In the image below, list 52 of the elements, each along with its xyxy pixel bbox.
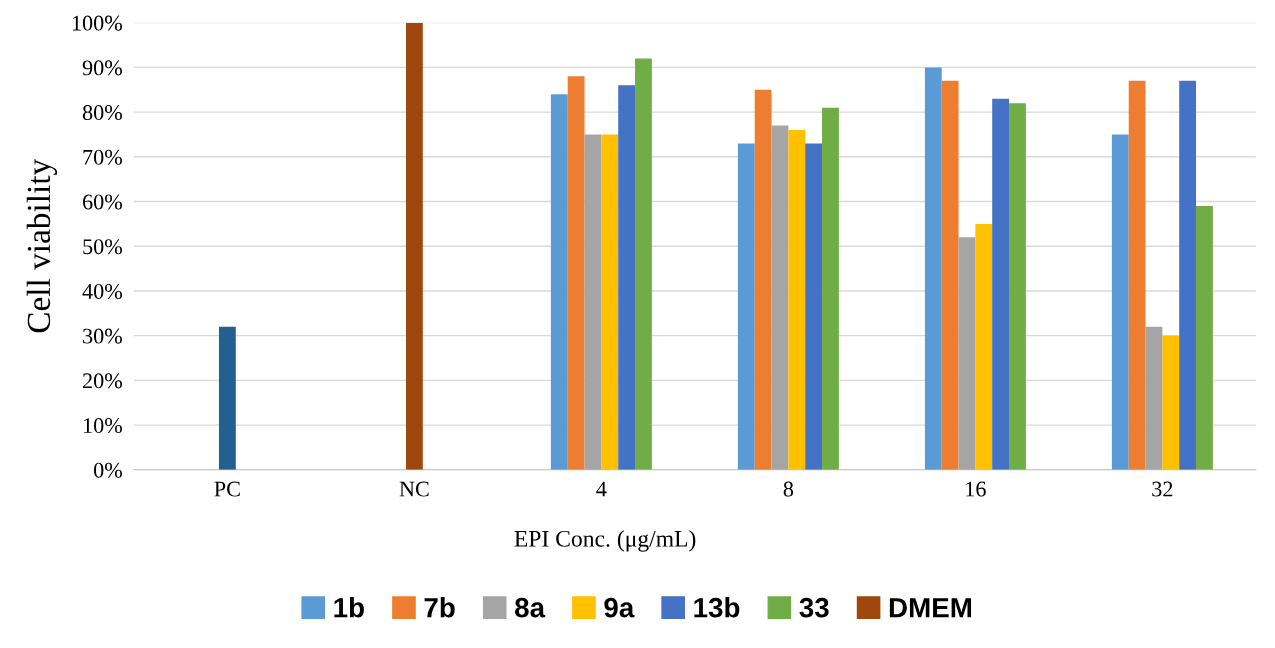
- x-tick-label: 32: [1152, 481, 1173, 497]
- x-tick-label: 4: [596, 481, 607, 497]
- x-axis-title: EPI Conc. (μg/mL): [514, 530, 696, 552]
- bar: [1111, 134, 1129, 470]
- bar: [822, 107, 839, 470]
- legend-label: 9a: [604, 597, 635, 618]
- bar: [567, 76, 585, 470]
- bar: [1162, 335, 1180, 470]
- y-tick-label: 0%: [93, 462, 123, 478]
- x-tick-label: 16: [966, 481, 986, 497]
- bar: [754, 89, 772, 470]
- bar: [618, 85, 636, 470]
- bar: [941, 80, 959, 470]
- y-tick-label: 100%: [72, 15, 123, 31]
- legend-label: 7b: [424, 597, 455, 618]
- y-tick-label: 70%: [83, 149, 123, 165]
- bar: [405, 22, 423, 470]
- bar: [805, 143, 823, 470]
- y-tick-label: 40%: [82, 283, 123, 299]
- y-tick-label: 90%: [82, 60, 123, 76]
- bar: [958, 237, 976, 470]
- bar: [924, 67, 942, 470]
- bar: [737, 143, 755, 470]
- legend-label: 1b: [334, 597, 364, 618]
- x-tick-label: PC: [214, 481, 240, 497]
- bar: [788, 129, 806, 470]
- y-tick-label: 60%: [82, 194, 123, 210]
- bar: [1128, 80, 1146, 470]
- bar: [601, 134, 619, 470]
- y-tick-label: 50%: [83, 239, 123, 255]
- y-tick-label: 10%: [83, 418, 123, 434]
- bar: [1179, 80, 1197, 470]
- x-tick-label: NC: [399, 481, 429, 497]
- bar: [1145, 326, 1163, 470]
- y-tick-label: 30%: [83, 328, 123, 344]
- bar: [635, 58, 652, 470]
- bar: [218, 326, 236, 470]
- bar: [550, 94, 568, 470]
- bar: [1009, 103, 1026, 470]
- bar: [992, 98, 1010, 470]
- bar: [1196, 206, 1213, 470]
- legend-label: 13b: [694, 597, 740, 618]
- legend-label: 33: [799, 597, 829, 618]
- bar: [975, 223, 993, 470]
- x-tick-label: 8: [783, 481, 794, 497]
- bar: [771, 125, 789, 470]
- legend-label: DMEM: [889, 598, 972, 618]
- y-tick-label: 80%: [82, 105, 123, 121]
- bar: [584, 134, 602, 470]
- y-tick-label: 20%: [83, 373, 123, 389]
- legend-label: 8a: [515, 597, 546, 618]
- y-axis-title: Cell viability: [26, 158, 58, 333]
